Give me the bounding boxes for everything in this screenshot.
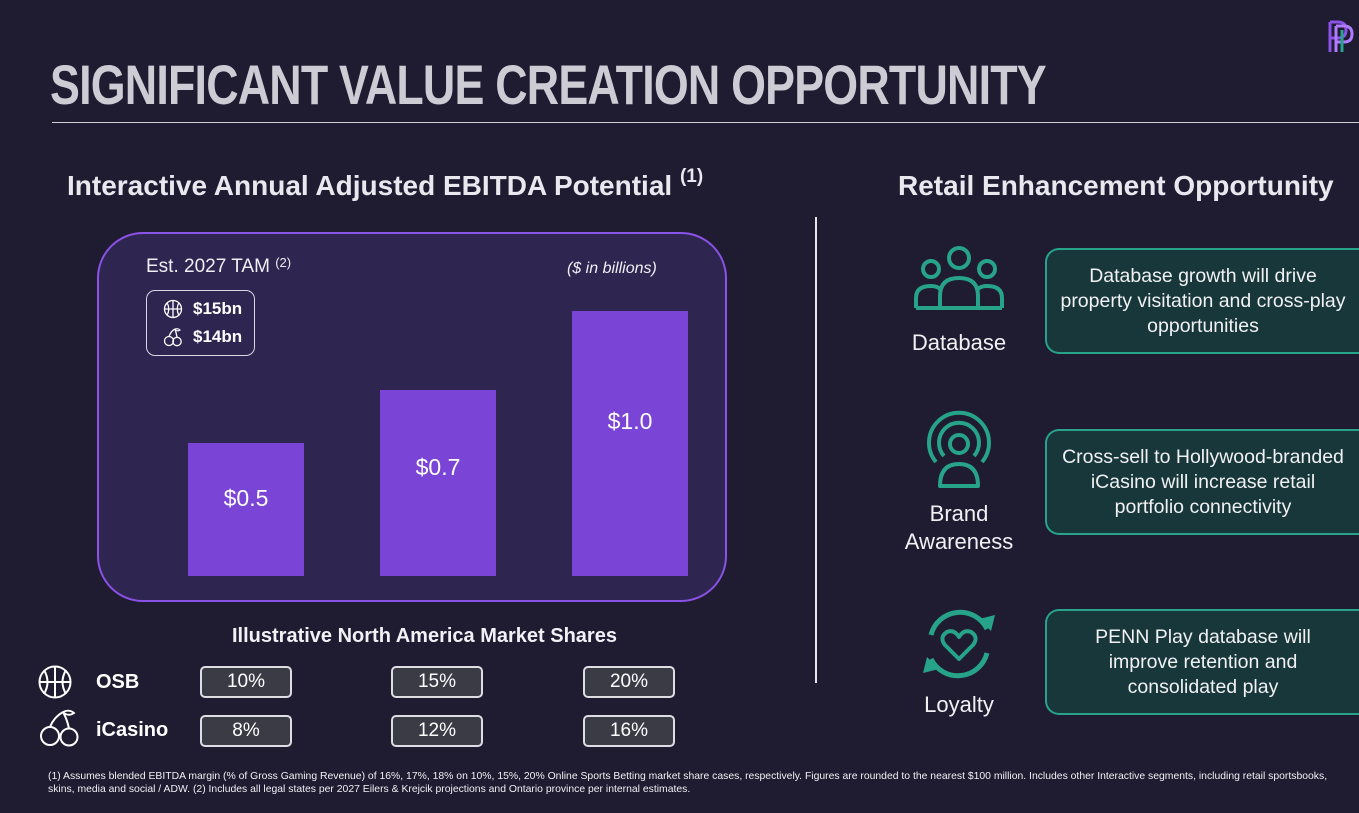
footnote: (1) Assumes blended EBITDA margin (% of … bbox=[48, 771, 1328, 795]
database-card: Database growth will drive property visi… bbox=[1045, 248, 1359, 354]
broadcast-person-icon bbox=[927, 410, 991, 488]
osb-share-pill: 20% bbox=[583, 666, 675, 698]
loyalty-label: Loyalty bbox=[924, 692, 994, 717]
cherries-icon bbox=[163, 328, 182, 347]
market-shares-heading: Illustrative North America Market Shares bbox=[232, 625, 617, 647]
icasino-label: iCasino bbox=[96, 719, 169, 741]
tam-label: Est. 2027 TAM (2) bbox=[146, 255, 292, 278]
tam-row-osb: $15bn bbox=[163, 299, 242, 319]
units-label: ($ in billions) bbox=[567, 260, 657, 277]
osb-share-pill: 15% bbox=[391, 666, 483, 698]
brand-awareness-card: Cross-sell to Hollywood-branded iCasino … bbox=[1045, 429, 1359, 535]
penn-logo-icon bbox=[1328, 20, 1354, 52]
icasino-share-pill: 16% bbox=[583, 715, 675, 747]
loyalty-card: PENN Play database will improve retentio… bbox=[1045, 609, 1359, 715]
basketball-icon bbox=[163, 299, 183, 319]
osb-share-pill: 10% bbox=[200, 666, 292, 698]
ebitda-bar bbox=[380, 390, 496, 576]
retail-section-heading: Retail Enhancement Opportunity bbox=[898, 170, 1334, 201]
ebitda-heading-footnote-ref: (1) bbox=[679, 166, 704, 187]
cherries-icon bbox=[40, 709, 79, 747]
ebitda-section-heading: Interactive Annual Adjusted EBITDA Poten… bbox=[67, 166, 703, 202]
section-divider bbox=[815, 217, 817, 683]
ebitda-bar bbox=[572, 311, 688, 576]
tam-label-text: Est. 2027 TAM bbox=[146, 256, 270, 277]
brand-awareness-label: Brand Awareness bbox=[904, 501, 1014, 554]
ebitda-bar-label: $0.7 bbox=[415, 454, 461, 481]
icasino-share-pill: 8% bbox=[200, 715, 292, 747]
ebitda-bar-label: $1.0 bbox=[607, 408, 653, 435]
tam-footnote-ref: (2) bbox=[275, 255, 292, 270]
people-group-icon bbox=[914, 246, 1004, 310]
ebitda-heading-text: Interactive Annual Adjusted EBITDA Poten… bbox=[67, 170, 673, 201]
osb-label: OSB bbox=[96, 671, 140, 693]
ebitda-bar bbox=[188, 443, 304, 576]
title-underline bbox=[52, 122, 1359, 123]
icasino-share-pill: 12% bbox=[391, 715, 483, 747]
database-label: Database bbox=[911, 330, 1007, 355]
page-title: SIGNIFICANT VALUE CREATION OPPORTUNITY bbox=[50, 53, 1047, 116]
basketball-icon bbox=[38, 665, 72, 699]
heart-cycle-icon bbox=[923, 609, 995, 679]
tam-row-icasino: $14bn bbox=[163, 327, 242, 347]
tam-osb-value: $15bn bbox=[193, 299, 243, 318]
tam-summary-box: $15bn $14bn bbox=[146, 290, 255, 356]
ebitda-bar-label: $0.5 bbox=[223, 484, 269, 511]
tam-icasino-value: $14bn bbox=[193, 327, 243, 346]
